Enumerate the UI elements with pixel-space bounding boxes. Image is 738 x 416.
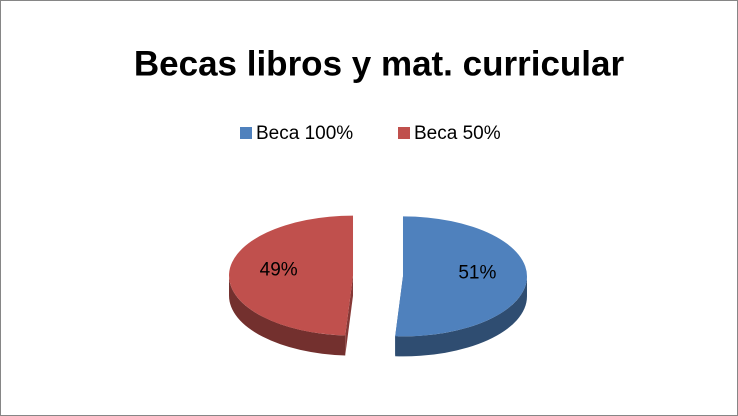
slice (229, 215, 354, 336)
legend-swatch (398, 127, 410, 139)
data-label: 49% (260, 259, 298, 280)
slice (395, 216, 527, 337)
data-label: 51% (458, 263, 496, 284)
legend-label: Beca 100% (256, 123, 353, 144)
slice-wall (395, 276, 527, 357)
chart-title: Becas libros y mat. curricular (134, 44, 625, 83)
legend-label: Beca 50% (414, 123, 501, 144)
slice-side (345, 275, 354, 356)
slice-wall (229, 275, 346, 356)
legend-swatch (240, 127, 252, 139)
